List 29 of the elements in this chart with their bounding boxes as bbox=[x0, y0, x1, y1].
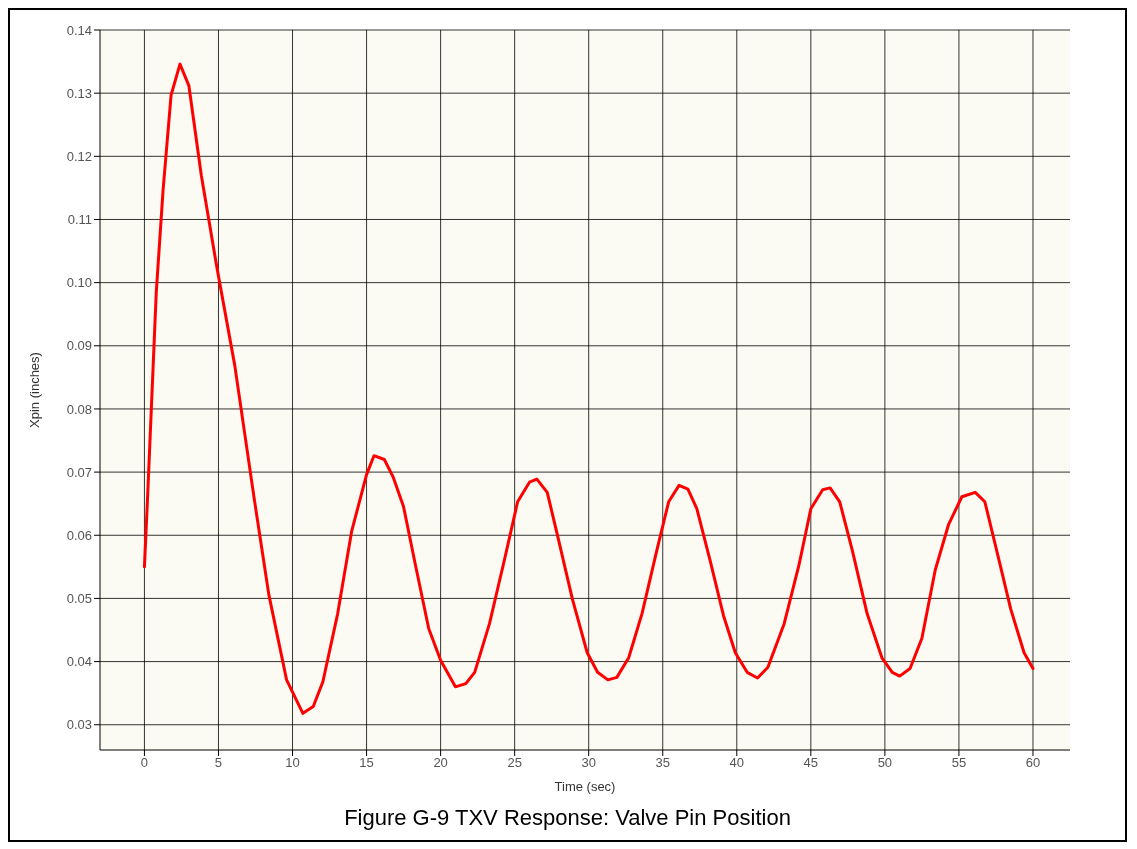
x-tick-label: 10 bbox=[285, 755, 300, 771]
y-axis-title: Xpin (inches) bbox=[26, 352, 42, 428]
y-tick-label: 0.09 bbox=[66, 338, 92, 354]
y-tick-label: 0.10 bbox=[66, 275, 92, 291]
x-tick-label: 40 bbox=[729, 755, 745, 771]
y-tick-label: 0.08 bbox=[66, 401, 92, 417]
x-tick-label: 55 bbox=[951, 755, 967, 771]
x-tick-label: 45 bbox=[803, 755, 819, 771]
y-tick-label: 0.12 bbox=[66, 148, 92, 164]
y-tick-label: 0.11 bbox=[67, 212, 92, 228]
y-tick-label: 0.13 bbox=[66, 85, 92, 101]
y-tick-label: 0.05 bbox=[66, 591, 92, 607]
x-tick-label: 30 bbox=[581, 755, 596, 771]
x-tick-label: 50 bbox=[877, 755, 893, 771]
x-tick-label: 25 bbox=[507, 755, 522, 771]
y-tick-label: 0.07 bbox=[66, 464, 92, 480]
x-axis-title: Time (sec) bbox=[554, 779, 616, 794]
line-series bbox=[142, 62, 1035, 715]
y-tick-label: 0.14 bbox=[66, 22, 92, 38]
x-tick-label: 20 bbox=[433, 755, 448, 771]
x-tick-label: 60 bbox=[1025, 755, 1041, 771]
y-tick-label: 0.06 bbox=[66, 527, 92, 543]
y-tick-label: 0.04 bbox=[66, 654, 92, 670]
x-tick-label: 0 bbox=[140, 755, 149, 771]
text: Figure G-9 TXV Response: Valve Pin Position bbox=[343, 805, 792, 831]
x-tick-label: 15 bbox=[359, 755, 374, 771]
x-tick-label: 5 bbox=[214, 755, 223, 771]
x-tick-label: 35 bbox=[655, 755, 670, 771]
y-tick-label: 0.03 bbox=[66, 717, 92, 733]
